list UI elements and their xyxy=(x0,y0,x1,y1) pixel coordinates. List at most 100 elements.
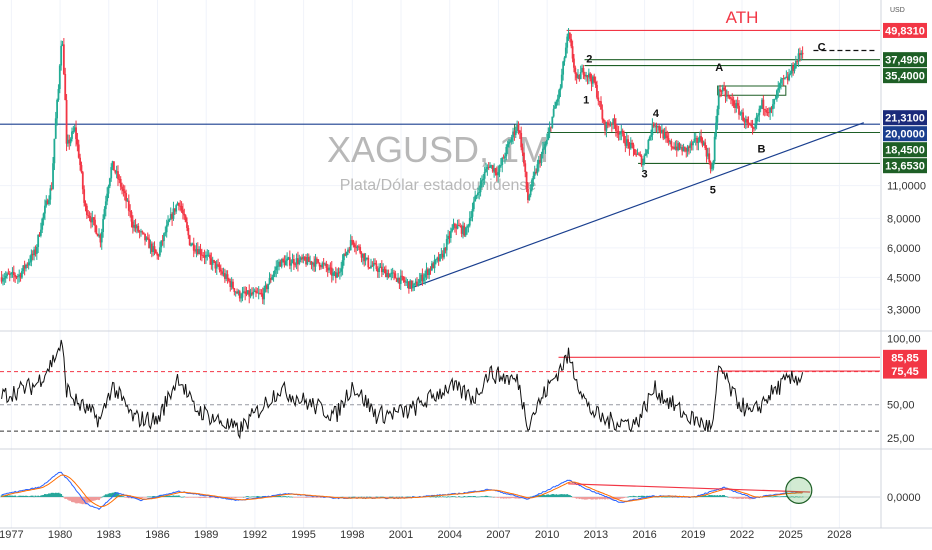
candle-body xyxy=(746,119,749,123)
candle-body xyxy=(34,249,37,255)
macd-histogram-bar xyxy=(590,497,593,500)
macd-histogram-bar xyxy=(4,495,7,497)
candle-body xyxy=(637,153,640,155)
macd-histogram-bar xyxy=(535,495,537,497)
candle-body xyxy=(748,123,751,126)
candle-body xyxy=(240,297,243,299)
macd-histogram-bar xyxy=(594,497,597,500)
macd-histogram-bar xyxy=(352,496,355,498)
macd-histogram-bar xyxy=(8,495,11,497)
macd-histogram-bar xyxy=(184,497,187,498)
candle-body xyxy=(338,271,341,273)
macd-histogram-bar xyxy=(517,497,520,499)
level-badge-bg xyxy=(883,158,927,174)
macd-histogram-bar xyxy=(159,495,161,497)
macd-histogram-bar xyxy=(260,496,263,498)
candle-body xyxy=(616,130,619,132)
candle-body xyxy=(520,132,523,148)
macd-histogram-bar xyxy=(430,496,433,497)
macd-histogram-bar xyxy=(340,496,343,498)
candle-body xyxy=(679,147,682,149)
candle-body xyxy=(531,179,533,190)
macd-histogram-bar xyxy=(58,493,61,497)
candle-body xyxy=(347,249,349,253)
candle-body xyxy=(706,153,709,157)
candle-body xyxy=(578,75,581,80)
candle-body xyxy=(583,74,586,77)
candle-body xyxy=(283,260,286,266)
macd-histogram-bar xyxy=(627,496,629,498)
macd-histogram-bar xyxy=(578,497,581,500)
candle-body xyxy=(460,226,463,234)
candle-body xyxy=(573,58,575,68)
macd-histogram-bar xyxy=(292,497,295,498)
candle-body xyxy=(80,165,83,173)
macd-histogram-bar xyxy=(712,495,715,497)
macd-histogram-bar xyxy=(433,496,436,498)
macd-histogram-bar xyxy=(705,495,708,497)
macd-histogram-bar xyxy=(148,496,151,498)
macd-histogram-bar xyxy=(487,496,490,498)
macd-histogram-bar xyxy=(727,496,730,498)
macd-histogram-bar xyxy=(257,496,260,497)
macd-histogram-bar xyxy=(585,497,588,500)
candle-body xyxy=(786,76,789,81)
macd-histogram-bar xyxy=(244,497,247,498)
macd-histogram-bar xyxy=(34,495,37,497)
macd-histogram-bar xyxy=(708,494,711,497)
candle-body xyxy=(644,153,647,156)
macd-histogram-bar xyxy=(259,496,261,498)
candle-body xyxy=(767,112,770,114)
macd-histogram-bar xyxy=(568,495,571,497)
candle-body xyxy=(435,259,437,261)
macd-histogram-bar xyxy=(543,494,546,497)
macd-histogram-bar xyxy=(96,497,99,500)
macd-histogram-bar xyxy=(663,496,666,498)
macd-histogram-bar xyxy=(624,497,627,498)
candle-body xyxy=(53,138,56,164)
x-tick-label: 2013 xyxy=(584,529,608,541)
level-badge-bg xyxy=(883,22,927,38)
currency-label: USD xyxy=(890,7,905,14)
candle-body xyxy=(57,89,60,100)
macd-histogram-bar xyxy=(397,497,399,498)
candle-body xyxy=(175,205,178,212)
candle-body xyxy=(29,261,31,263)
consolidation-box xyxy=(717,85,787,96)
macd-histogram-bar xyxy=(234,497,237,499)
candle-body xyxy=(69,138,72,144)
macd-histogram-bar xyxy=(90,497,92,502)
candle-body xyxy=(200,254,203,256)
macd-histogram-bar xyxy=(509,497,512,499)
macd-histogram-bar xyxy=(774,496,777,497)
macd-histogram-bar xyxy=(236,497,238,498)
candle-body xyxy=(58,65,61,90)
macd-histogram-bar xyxy=(80,497,83,504)
macd-histogram-bar xyxy=(586,497,589,500)
macd-histogram-bar xyxy=(45,494,48,497)
macd-histogram-bar xyxy=(389,496,391,498)
candle-body xyxy=(774,98,777,100)
macd-histogram-bar xyxy=(591,497,594,500)
macd-histogram-bar xyxy=(725,496,728,498)
candle-body xyxy=(110,167,113,179)
candle-body xyxy=(406,281,409,283)
macd-histogram-bar xyxy=(317,497,320,498)
macd-histogram-bar xyxy=(30,495,33,497)
candle-body xyxy=(334,272,337,278)
rsi-level-badge-bg xyxy=(883,363,927,379)
candle-body xyxy=(666,135,669,139)
macd-histogram-bar xyxy=(478,496,481,498)
macd-histogram-bar xyxy=(186,497,188,498)
candle-body xyxy=(640,155,643,166)
candle-body xyxy=(131,221,134,228)
candle-body xyxy=(505,146,508,157)
candle-body xyxy=(171,214,174,219)
candle-body xyxy=(665,133,667,136)
macd-histogram-bar xyxy=(379,496,382,498)
candle-body xyxy=(324,263,326,265)
candle-body xyxy=(571,46,574,59)
macd-histogram-bar xyxy=(108,493,111,497)
candle-body xyxy=(452,223,455,229)
candle-body xyxy=(602,119,605,122)
